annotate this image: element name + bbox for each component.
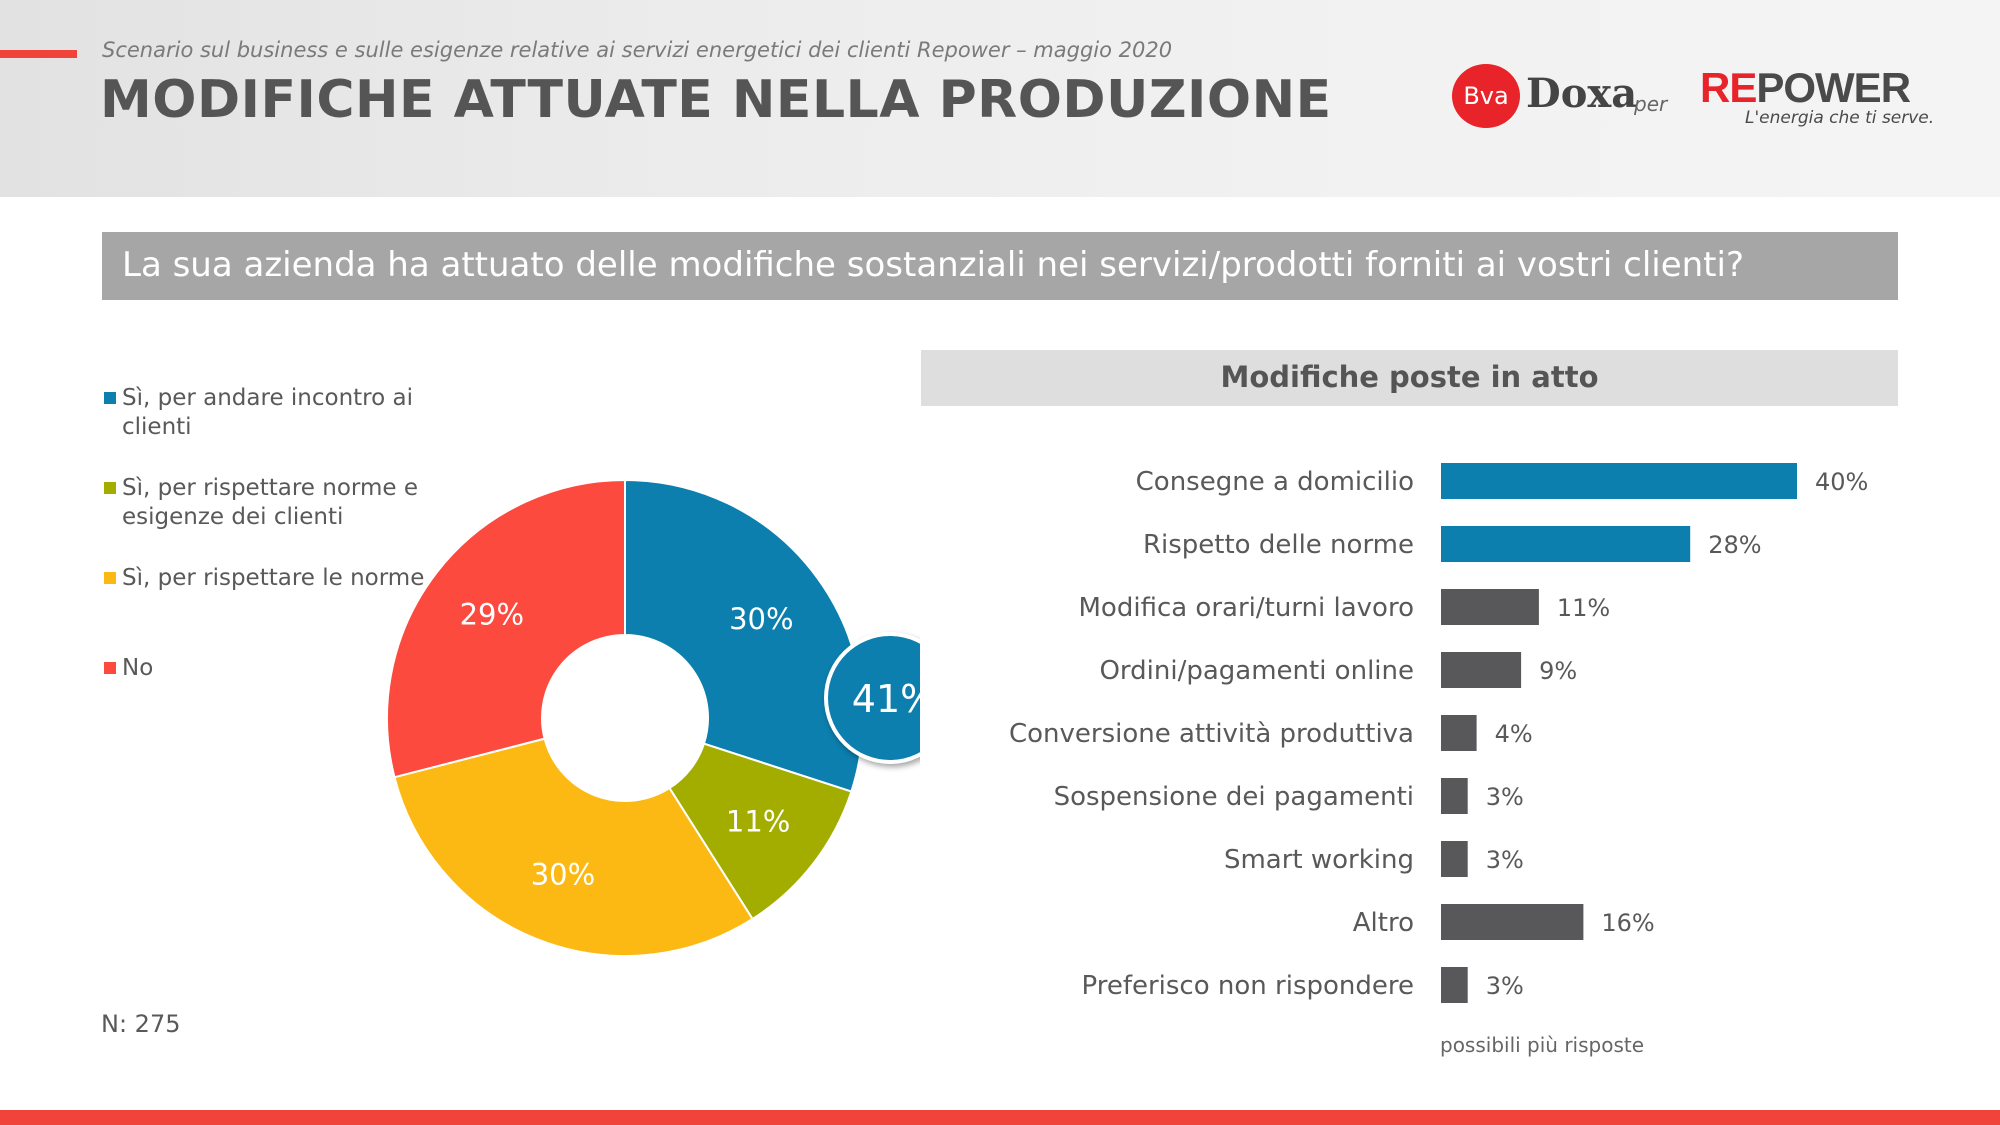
sample-size: N: 275 <box>101 1010 181 1038</box>
question-text: La sua azienda ha attuato delle modifich… <box>122 245 1745 285</box>
question-banner <box>102 232 1898 300</box>
bar-value-label: 9% <box>1539 657 1577 685</box>
per-label: per <box>1634 92 1668 116</box>
bar <box>1441 841 1468 877</box>
bar-category-label: Ordini/pagamenti online <box>1099 656 1414 686</box>
legend-item-no: No <box>104 654 442 683</box>
bar <box>1441 778 1468 814</box>
legend-label: Sì, per rispettare le norme <box>122 565 425 591</box>
bar <box>1441 463 1797 499</box>
bar-chart-header <box>921 350 1898 406</box>
pie-slice-label: 29% <box>460 598 524 632</box>
bar <box>1441 526 1691 562</box>
bar-category-label: Altro <box>1353 908 1414 938</box>
donut-chart: 30% 11% 30% 29% 41% <box>386 478 920 957</box>
bar <box>1441 967 1468 1003</box>
pie-slice-label: 30% <box>531 858 595 892</box>
repower-logo-power: POWER <box>1756 64 1911 111</box>
pie-slice <box>386 478 626 779</box>
legend-label: Sì, per andare incontro ai clienti <box>122 385 414 440</box>
pie-callout: 41% <box>824 632 920 764</box>
bar <box>1441 589 1539 625</box>
bar-value-label: 3% <box>1486 972 1524 1000</box>
legend-swatch-blue <box>104 392 116 404</box>
repower-logo-re: RE <box>1700 64 1757 111</box>
header-band <box>0 0 2000 197</box>
bar-value-label: 3% <box>1486 783 1524 811</box>
bar-value-label: 28% <box>1708 531 1761 559</box>
bar-category-label: Conversione attività produttiva <box>1009 719 1414 749</box>
bar <box>1441 904 1584 940</box>
bar-value-label: 3% <box>1486 846 1524 874</box>
callout-bubble <box>824 632 920 764</box>
footer-bar <box>0 1110 2000 1125</box>
bar-category-label: Modifica orari/turni lavoro <box>1079 593 1415 623</box>
bar-category-label: Rispetto delle norme <box>1143 530 1414 560</box>
legend-label: Sì, per rispettare norme e esigenze dei … <box>122 475 418 530</box>
bar-value-label: 4% <box>1495 720 1533 748</box>
multiple-answers-note: possibili più risposte <box>1440 1033 1645 1057</box>
repower-tagline: L'energia che ti serve. <box>1745 108 1935 128</box>
callout-value: 41% <box>852 677 920 721</box>
pie-slice <box>668 742 853 921</box>
repower-logo: REPOWER <box>1700 64 1911 112</box>
bva-logo-text: Bva <box>1463 82 1509 110</box>
legend-swatch-olive <box>104 482 116 494</box>
bar-category-label: Sospensione dei pagamenti <box>1054 782 1414 812</box>
bar <box>1441 715 1477 751</box>
legend-item-norme: Sì, per rispettare le norme <box>104 564 442 593</box>
page-title: MODIFICHE ATTUATE NELLA PRODUZIONE <box>100 70 1332 130</box>
doxa-logo: Doxa <box>1526 70 1638 117</box>
bar-category-label: Smart working <box>1224 845 1414 875</box>
bar <box>1441 652 1522 688</box>
legend-swatch-red <box>104 662 116 674</box>
report-subtitle: Scenario sul business e sulle esigenze r… <box>102 38 1173 62</box>
legend-swatch-yellow <box>104 572 116 584</box>
header-accent-line <box>0 50 77 58</box>
pie-slice-label: 11% <box>726 804 790 838</box>
pie-slice-label: 30% <box>729 602 793 636</box>
legend-item-incontro-clienti: Sì, per andare incontro ai clienti <box>104 384 442 442</box>
pie-slice <box>393 737 754 957</box>
bar-category-label: Consegne a domicilio <box>1136 467 1414 497</box>
legend-label: No <box>122 655 154 681</box>
bar-chart-title: Modifiche poste in atto <box>1220 360 1599 394</box>
bar-category-label: Preferisco non rispondere <box>1081 971 1414 1001</box>
bar-value-label: 16% <box>1601 909 1654 937</box>
legend-item-norme-esigenze: Sì, per rispettare norme e esigenze dei … <box>104 474 442 532</box>
bar-value-label: 40% <box>1815 468 1868 496</box>
bar-value-label: 11% <box>1557 594 1610 622</box>
bva-logo: Bva <box>1452 64 1520 128</box>
